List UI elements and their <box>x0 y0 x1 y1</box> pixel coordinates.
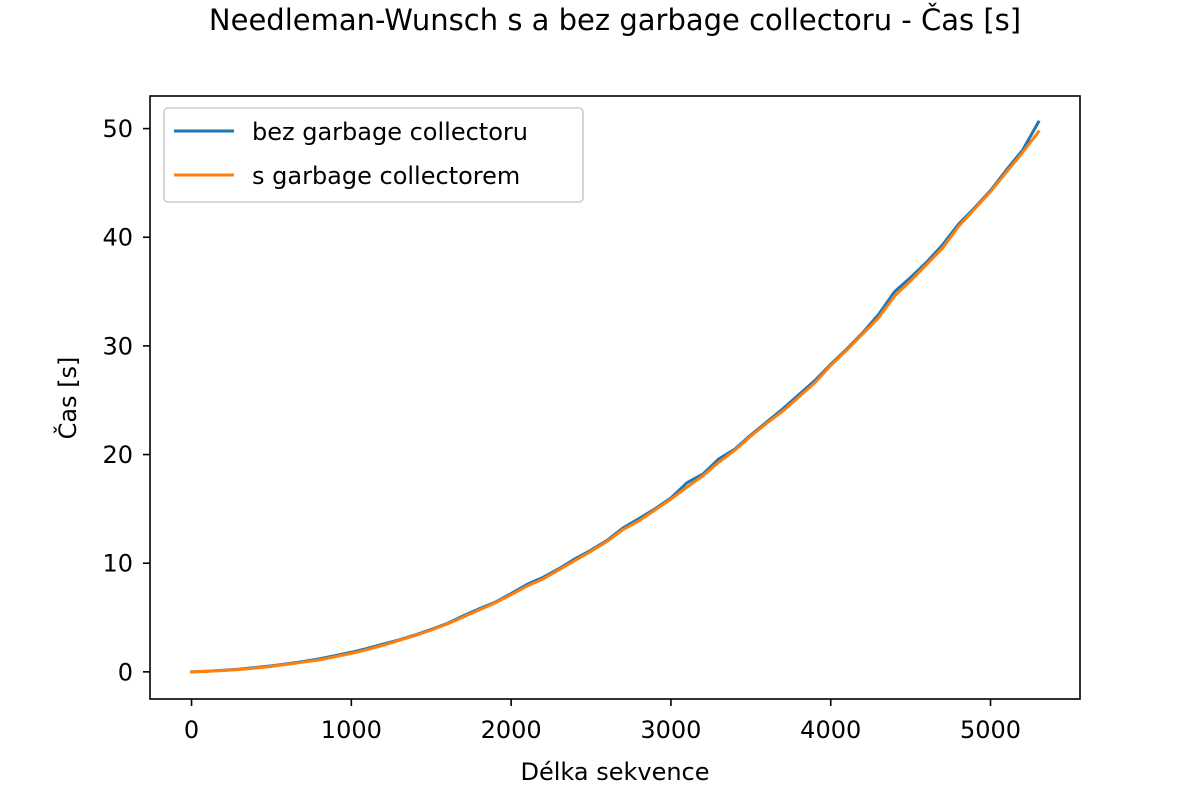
series-line-1 <box>189 129 1041 674</box>
x-axis-label: Délka sekvence <box>520 758 709 786</box>
chart-title: Needleman-Wunsch s a bez garbage collect… <box>209 3 1021 37</box>
x-tick-label: 4000 <box>800 716 861 744</box>
plot-frame <box>149 95 1081 700</box>
x-tick-label: 1000 <box>321 716 382 744</box>
x-axis: 0 1000 2000 3000 4000 5000 <box>184 699 1021 744</box>
y-tick-label: 0 <box>118 658 133 686</box>
legend: bez garbage collectoru s garbage collect… <box>163 107 584 203</box>
y-tick-label: 20 <box>102 441 133 469</box>
series-layer <box>189 120 1041 674</box>
legend-label-s-garbage: s garbage collectorem <box>252 162 520 190</box>
x-tick-label: 2000 <box>481 716 542 744</box>
y-axis: 0 10 20 30 40 50 <box>102 115 150 686</box>
x-tick-label: 5000 <box>960 716 1021 744</box>
x-tick-label: 3000 <box>640 716 701 744</box>
y-tick-label: 10 <box>102 550 133 578</box>
legend-label-bez-garbage: bez garbage collectoru <box>252 118 528 146</box>
y-tick-label: 50 <box>102 115 133 143</box>
legend-box <box>163 107 584 203</box>
y-tick-label: 40 <box>102 224 133 252</box>
x-tick-label: 0 <box>184 716 199 744</box>
y-axis-label: Čas [s] <box>52 357 82 440</box>
y-tick-label: 30 <box>102 332 133 360</box>
